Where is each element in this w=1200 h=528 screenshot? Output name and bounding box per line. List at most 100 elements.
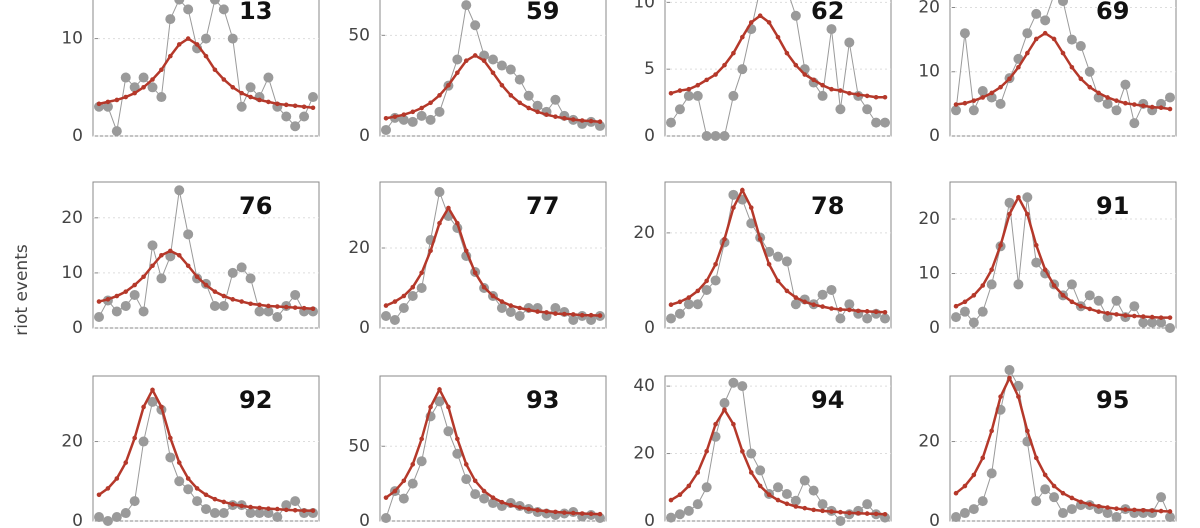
fit-point xyxy=(855,308,861,314)
fit-point xyxy=(1051,483,1057,489)
fit-point xyxy=(989,267,994,273)
data-point xyxy=(174,0,185,5)
fit-point xyxy=(1042,267,1048,273)
panel-title: 94 xyxy=(811,386,844,414)
fit-point xyxy=(989,428,994,434)
data-point xyxy=(192,496,203,507)
data-point xyxy=(719,397,730,408)
data-point xyxy=(880,313,890,324)
fit-point xyxy=(873,94,879,100)
fit-point xyxy=(820,508,825,514)
data-point xyxy=(165,14,176,25)
fit-point xyxy=(766,492,772,497)
fit-point xyxy=(239,299,244,304)
fit-point xyxy=(1060,490,1066,496)
fit-point xyxy=(455,70,460,76)
fit-point xyxy=(1114,98,1119,103)
fit-point xyxy=(740,34,745,40)
fit-point xyxy=(998,242,1003,248)
fit-point xyxy=(740,187,745,193)
fit-point xyxy=(114,97,120,103)
plot-frame xyxy=(92,181,320,329)
data-point xyxy=(701,482,712,493)
fit-point xyxy=(292,103,298,109)
data-point xyxy=(1031,8,1042,19)
y-tick-label: 0 xyxy=(644,126,655,146)
data-point xyxy=(951,105,961,116)
data-point xyxy=(835,516,846,526)
fit-point xyxy=(194,486,200,491)
data-point xyxy=(94,311,104,322)
fit-point xyxy=(446,404,451,410)
data-point xyxy=(120,508,131,519)
fit-point xyxy=(1114,506,1119,511)
data-point xyxy=(290,289,301,300)
fit-point xyxy=(1140,103,1146,109)
y-tick-label: 0 xyxy=(359,126,370,146)
plot-frame xyxy=(92,375,320,522)
fit-point xyxy=(257,505,262,511)
fit-point xyxy=(1158,508,1164,514)
data-point xyxy=(1111,512,1122,523)
fit-line xyxy=(385,54,601,123)
fit-point xyxy=(1042,472,1048,478)
fit-point xyxy=(401,112,407,117)
fit-point xyxy=(257,302,262,308)
data-point xyxy=(496,303,507,313)
data-point xyxy=(505,307,516,317)
fit-point xyxy=(570,510,576,516)
plot-frame xyxy=(92,0,320,137)
fit-point xyxy=(419,270,424,276)
panel-title: 76 xyxy=(239,192,272,220)
fit-point xyxy=(401,478,407,484)
fit-point xyxy=(953,490,959,496)
panel-title: 93 xyxy=(526,386,559,414)
data-point xyxy=(1066,279,1077,290)
data-point xyxy=(701,284,712,295)
fit-point xyxy=(141,84,146,90)
fit-point xyxy=(766,20,772,25)
fit-point xyxy=(455,220,460,226)
fit-point xyxy=(570,312,576,317)
fit-point xyxy=(829,306,834,311)
data-point xyxy=(755,465,766,476)
plot-frame xyxy=(949,181,1177,329)
fit-point xyxy=(562,311,567,317)
y-tick-label: 0 xyxy=(72,511,83,528)
fit-point xyxy=(239,90,244,96)
panel-title: 69 xyxy=(1096,0,1129,25)
fit-point xyxy=(686,483,692,489)
data-point xyxy=(425,114,436,125)
fit-point xyxy=(1069,495,1075,501)
data-point xyxy=(773,251,783,262)
data-point xyxy=(209,0,220,5)
y-tick-label: 5 xyxy=(644,59,655,79)
fit-point xyxy=(472,270,478,276)
fit-point xyxy=(176,42,182,47)
fit-point xyxy=(266,99,271,105)
data-point xyxy=(781,256,792,267)
data-point xyxy=(254,306,265,317)
fit-point xyxy=(802,72,808,77)
fit-point xyxy=(855,92,861,97)
fit-line xyxy=(670,14,885,99)
fit-point xyxy=(588,511,594,517)
fit-point xyxy=(292,507,298,513)
data-point xyxy=(728,189,739,200)
data-point xyxy=(568,315,579,325)
fit-point xyxy=(1087,502,1093,507)
data-point xyxy=(844,299,855,310)
fit-point xyxy=(248,94,253,100)
fit-point xyxy=(1033,455,1039,461)
fit-point xyxy=(96,299,102,304)
fit-point xyxy=(446,82,451,88)
fit-point xyxy=(257,97,262,103)
data-point xyxy=(263,72,274,83)
data-point xyxy=(263,508,274,519)
data-point xyxy=(995,98,1006,109)
fit-point xyxy=(882,511,888,517)
data-point xyxy=(1004,197,1015,208)
data-point xyxy=(218,300,229,311)
data-point xyxy=(1111,295,1122,306)
fit-point xyxy=(168,435,173,441)
